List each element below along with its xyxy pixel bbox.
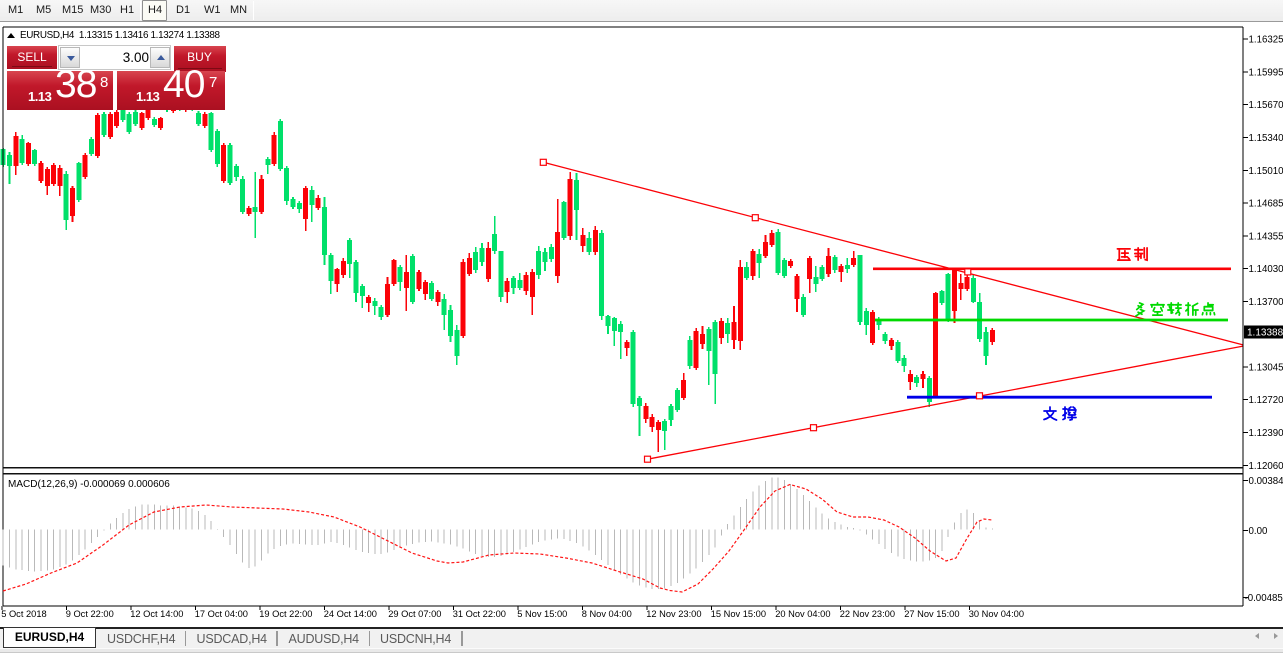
svg-text:22 Nov 23:00: 22 Nov 23:00 (840, 609, 895, 619)
svg-text:1.13388: 1.13388 (1247, 328, 1283, 339)
svg-text:1.13045: 1.13045 (1249, 362, 1283, 373)
svg-text:1.15995: 1.15995 (1249, 67, 1283, 78)
svg-text:1.12390: 1.12390 (1249, 428, 1283, 439)
svg-text:24 Oct 14:00: 24 Oct 14:00 (324, 609, 377, 619)
svg-text:12 Nov 23:00: 12 Nov 23:00 (646, 609, 701, 619)
svg-text:1.14355: 1.14355 (1249, 231, 1283, 242)
svg-text:1.12060: 1.12060 (1249, 461, 1283, 472)
svg-text:1.14685: 1.14685 (1249, 198, 1283, 209)
svg-text:0.003847: 0.003847 (1249, 476, 1283, 487)
svg-text:31 Oct 22:00: 31 Oct 22:00 (453, 609, 506, 619)
svg-text:17 Oct 04:00: 17 Oct 04:00 (195, 609, 248, 619)
svg-text:1.15010: 1.15010 (1249, 166, 1283, 177)
svg-text:MACD(12,26,9) -0.000069 0.0006: MACD(12,26,9) -0.000069 0.000606 (8, 479, 170, 490)
svg-text:9 Oct 22:00: 9 Oct 22:00 (66, 609, 114, 619)
svg-text:1.13700: 1.13700 (1249, 297, 1283, 308)
svg-text:15 Nov 15:00: 15 Nov 15:00 (711, 609, 766, 619)
svg-text:5 Nov 15:00: 5 Nov 15:00 (517, 609, 567, 619)
svg-text:27 Nov 15:00: 27 Nov 15:00 (904, 609, 959, 619)
svg-text:5 Oct 2018: 5 Oct 2018 (1, 609, 46, 619)
svg-text:1.12720: 1.12720 (1249, 395, 1283, 406)
svg-text:29 Oct 07:00: 29 Oct 07:00 (388, 609, 441, 619)
svg-text:1.15340: 1.15340 (1249, 133, 1283, 144)
svg-text:8 Nov 04:00: 8 Nov 04:00 (582, 609, 632, 619)
svg-text:0.00: 0.00 (1249, 526, 1268, 537)
svg-text:30 Nov 04:00: 30 Nov 04:00 (969, 609, 1024, 619)
svg-text:1.14030: 1.14030 (1249, 264, 1283, 275)
svg-text:1.15670: 1.15670 (1249, 100, 1283, 111)
svg-text:-0.00485: -0.00485 (1245, 593, 1283, 604)
svg-text:1.16325: 1.16325 (1249, 34, 1283, 45)
svg-text:19 Oct 22:00: 19 Oct 22:00 (259, 609, 312, 619)
svg-text:12 Oct 14:00: 12 Oct 14:00 (130, 609, 183, 619)
svg-text:20 Nov 04:00: 20 Nov 04:00 (775, 609, 830, 619)
